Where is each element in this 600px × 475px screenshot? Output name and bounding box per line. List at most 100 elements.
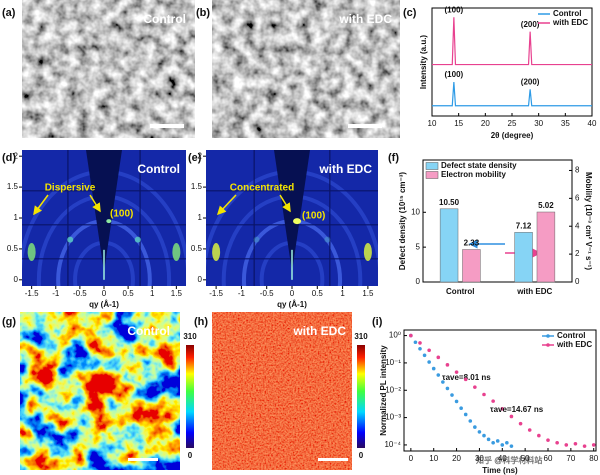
y-tick-label: 0 [416,277,421,286]
data-point [463,412,468,417]
x-tick-label: 0 [290,289,295,298]
data-point [436,373,441,377]
diffraction-spot [324,236,331,243]
diffraction-spot [106,219,112,224]
colorbar-label: 310 [354,332,368,341]
y-axis-label: Defect density (10¹⁵ cm⁻³) [398,172,407,271]
giwaxs-image [206,150,378,286]
x-tick-label: Control [446,287,474,296]
missing-wedge [86,150,122,272]
annotation: (100) [302,211,325,222]
data-point [505,440,509,445]
arrow [279,194,291,213]
y2-tick-label: 4 [575,221,580,230]
x-tick-label: 1 [150,289,155,298]
x-tick-label: 10 [428,119,437,128]
diffraction-spot [27,243,36,261]
data-point [573,442,578,446]
value-label: 10.50 [439,198,460,207]
x-tick-label: 20 [481,119,490,128]
legend-label: with EDC [552,18,588,27]
y-tick-label: 2 [14,151,19,160]
data-point [509,414,514,419]
data-point [509,444,514,448]
x-tick-label: -1 [52,289,60,298]
legend-label: with EDC [556,340,592,349]
image-label: Control [127,324,170,338]
x-tick-label: 20 [452,454,461,463]
x-tick-label: 80 [589,454,598,463]
data-point [454,399,459,404]
x-tick-label: 10 [429,454,438,463]
y-tick-label: 10⁻² [385,385,401,394]
data-point [427,348,431,353]
watermark: 知乎 @科学材料站 [476,455,542,465]
value-label: 5.02 [538,201,554,210]
diffraction-spot [253,236,260,243]
panel-label: (g) [2,316,16,328]
x-tick-label: 30 [534,119,543,128]
y-tick-label: 0.5 [191,244,203,253]
panel-label: (b) [196,7,210,19]
y2-tick-label: 8 [575,166,580,175]
data-point [500,443,505,447]
legend-label: Electron mobility [441,170,506,179]
data-point [546,438,550,442]
y2-tick-label: 6 [575,193,580,202]
y2-axis-label: Mobility (10⁻³ cm² V⁻¹ s⁻¹) [584,172,593,270]
peak-label: (200) [521,77,540,86]
data-point [468,419,473,423]
y-tick-label: 10⁻⁴ [384,440,401,449]
colorbar-label: 310 [183,332,197,341]
scale-bar [318,458,348,461]
scale-bar [128,458,158,461]
y-tick-label: 10 [411,207,420,216]
y-tick-label: 1 [198,213,203,222]
x-tick-label: 0.5 [312,289,324,298]
data-point [413,340,418,345]
x-tick-label: 1 [340,289,345,298]
data-point [459,406,463,411]
y-axis-label: Intensity (a.u.) [419,35,428,90]
diffraction-spot [134,236,141,243]
data-point [518,421,523,426]
colorbar-label: 0 [188,451,193,460]
panel-label: (a) [2,7,16,19]
y-tick-label: 5 [416,242,421,251]
diffraction-spot [363,243,372,261]
x-axis-label: qy (Å-1) [89,300,119,309]
data-point [473,385,477,389]
y-tick-label: 1 [14,213,19,222]
bar [462,249,481,283]
x-axis-label: qy (Å-1) [277,300,307,309]
x-axis-label: Time (ns) [482,466,518,475]
x-tick-label: 35 [561,119,570,128]
diffraction-spot [67,236,74,243]
colorbar [186,345,194,448]
x-tick-label: 25 [508,119,517,128]
data-point [495,439,500,443]
data-point [454,370,459,374]
data-point [431,366,436,371]
bar [514,232,533,283]
sem-image [212,0,400,138]
y2-tick-label: 0 [575,277,580,286]
arrow [33,194,49,216]
image-label: Control [143,12,186,26]
plot-frame [422,159,573,283]
data-point [445,386,450,391]
data-point [409,333,413,338]
data-point [427,360,431,364]
pl-map [20,312,180,470]
annotation: (100) [110,209,133,220]
data-point [441,380,445,384]
panel-label: (d) [2,152,16,164]
data-point [591,443,596,447]
x-tick-label: -0.5 [73,289,87,298]
annotation: Concentrated [230,183,294,194]
legend-label: Control [553,9,581,18]
legend-label: Control [557,331,585,340]
y2-tick-label: 2 [575,249,580,258]
data-point [555,440,559,445]
